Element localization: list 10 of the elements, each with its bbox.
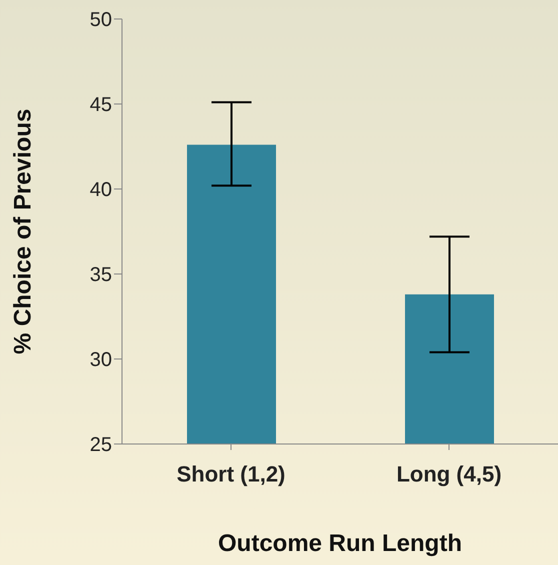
y-tick-label: 40	[90, 179, 112, 202]
y-tick-label: 50	[90, 9, 112, 32]
y-axis-title: % Choice of Previous	[10, 108, 37, 354]
x-tick-label: Long (4,5)	[396, 462, 502, 487]
y-tick-label: 45	[90, 94, 112, 116]
x-tick-label: Short (1,2)	[176, 462, 286, 487]
y-tick-label: 25	[90, 434, 112, 456]
y-tick-label: 35	[90, 264, 112, 286]
x-axis-title: Outcome Run Length	[218, 530, 462, 557]
y-tick-label: 30	[90, 349, 112, 372]
